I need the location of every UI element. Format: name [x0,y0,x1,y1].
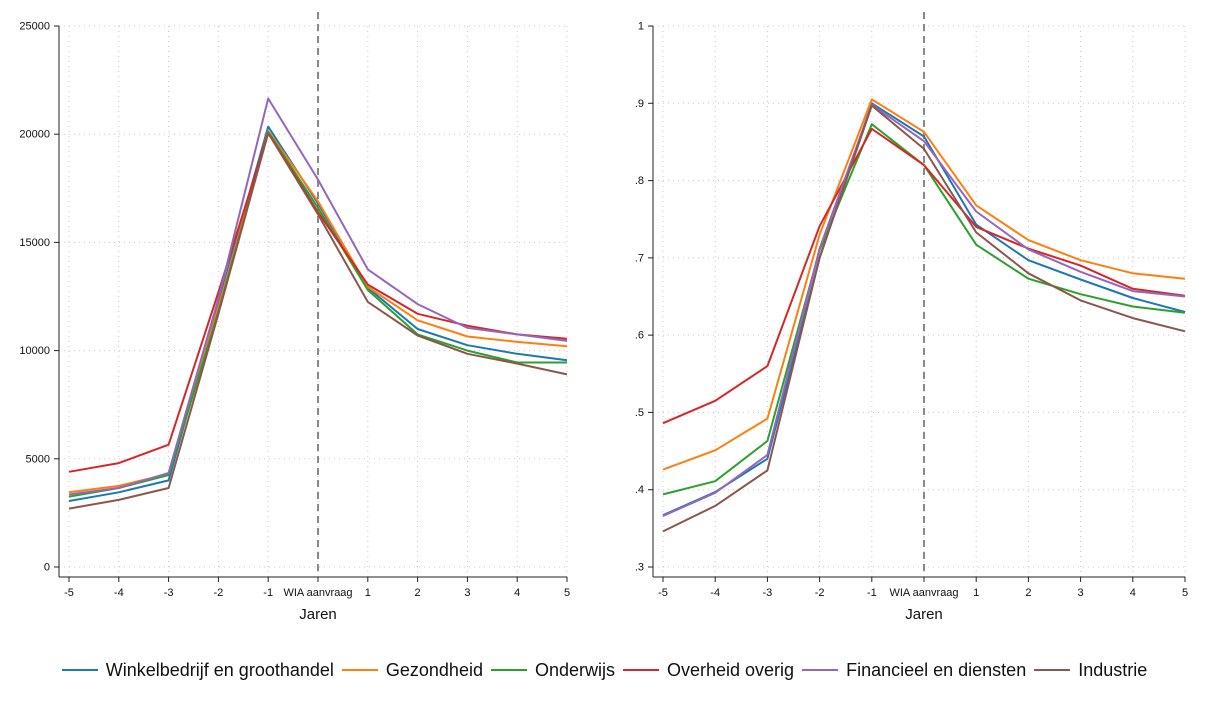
x-tick-label: 2 [415,587,421,599]
x-tick-label: 4 [514,587,520,599]
x-tick-label: WIA aanvraag [283,587,352,599]
y-tick-label: 15000 [19,237,50,249]
y-tick-label: .9 [635,98,644,110]
legend-label-winkelbedrijf: Winkelbedrijf en groothandel [105,659,334,680]
x-tick-label: 4 [1130,587,1136,599]
legend-label-overheid: Overheid overig [667,659,795,680]
y-tick-label: .7 [635,252,644,264]
series-line-2 [68,131,567,498]
legend-swatch-onderwijs [490,669,527,671]
series-line-0 [68,125,568,502]
legend-label-gezondheid: Gezondheid [385,659,483,680]
x-tick-label: -4 [710,587,720,599]
x-tick-label: WIA aanvraag [889,587,958,599]
x-tick-label: -3 [763,587,773,599]
x-axis-title: Jaren [299,606,337,623]
series-line-3 [662,127,1186,425]
series-line-0 [662,102,1186,517]
left-chart: 0 5000 10000 15000 20000 25000 -5 -4 -3 -2 -1 WIA a… [19,12,570,623]
y-tick-label: .5 [635,407,644,419]
x-axis-title: Jaren [905,606,943,623]
legend-item-overheid: Overheid overig [623,660,794,681]
legend-label-financieel: Financieel en diensten [846,659,1027,680]
legend-swatch-winkelbedrijf [61,669,98,671]
y-tick-label: .8 [635,175,644,187]
y-tick-label: 20000 [19,129,50,141]
y-tick-label: 10000 [19,345,50,357]
series-line-3 [68,132,568,473]
y-tick-label: 1 [638,21,644,33]
series-line-1 [662,98,1186,471]
series-line-5 [662,104,1186,533]
legend-swatch-financieel [802,669,839,671]
x-tick-label: -2 [214,587,224,599]
x-tick-label: 5 [1182,587,1188,599]
x-tick-label: -1 [263,587,273,599]
legend-item-industrie: Industrie [1034,660,1147,681]
right-chart: .3 .4 .5 .6 .7 .8 .9 1 -5 -4 -3 -2 -1 WIA aanvraag 1 2 3… [635,12,1188,623]
legend-item-onderwijs: Onderwijs [490,659,615,681]
series-line-4 [662,103,1186,517]
x-tick-label: 5 [564,587,570,599]
legend: Winkelbedrijf en groothandel Gezondheid … [0,650,1209,690]
legend-item-financieel: Financieel en diensten [802,660,1026,681]
x-tick-label: -5 [64,587,74,599]
series-line-5 [68,132,568,510]
x-tick-label: -5 [658,587,668,599]
x-tick-label: 1 [365,587,371,599]
legend-item-winkelbedrijf: Winkelbedrijf en groothandel [61,659,334,681]
legend-item-gezondheid: Gezondheid [341,659,483,681]
y-tick-label: .6 [635,330,644,342]
y-tick-label: 5000 [26,453,50,465]
legend-label-industrie: Industrie [1078,659,1148,680]
x-tick-label: -4 [114,587,124,599]
x-tick-label: -1 [867,587,877,599]
y-tick-label: .4 [635,484,644,496]
x-tick-label: 3 [464,587,470,599]
x-tick-label: 3 [1078,587,1084,599]
y-tick-label: .3 [635,562,644,574]
legend-swatch-overheid [623,669,659,671]
legend-swatch-gezondheid [341,669,378,671]
y-tick-label: 0 [44,562,50,574]
legend-label-onderwijs: Onderwijs [534,659,615,680]
x-tick-label: 1 [973,587,979,599]
x-tick-label: -3 [164,587,174,599]
y-tick-label: 25000 [19,21,50,33]
legend-swatch-industrie [1034,669,1071,671]
series-line-4 [68,97,568,496]
x-tick-label: 2 [1025,587,1031,599]
x-tick-label: -2 [815,587,825,599]
